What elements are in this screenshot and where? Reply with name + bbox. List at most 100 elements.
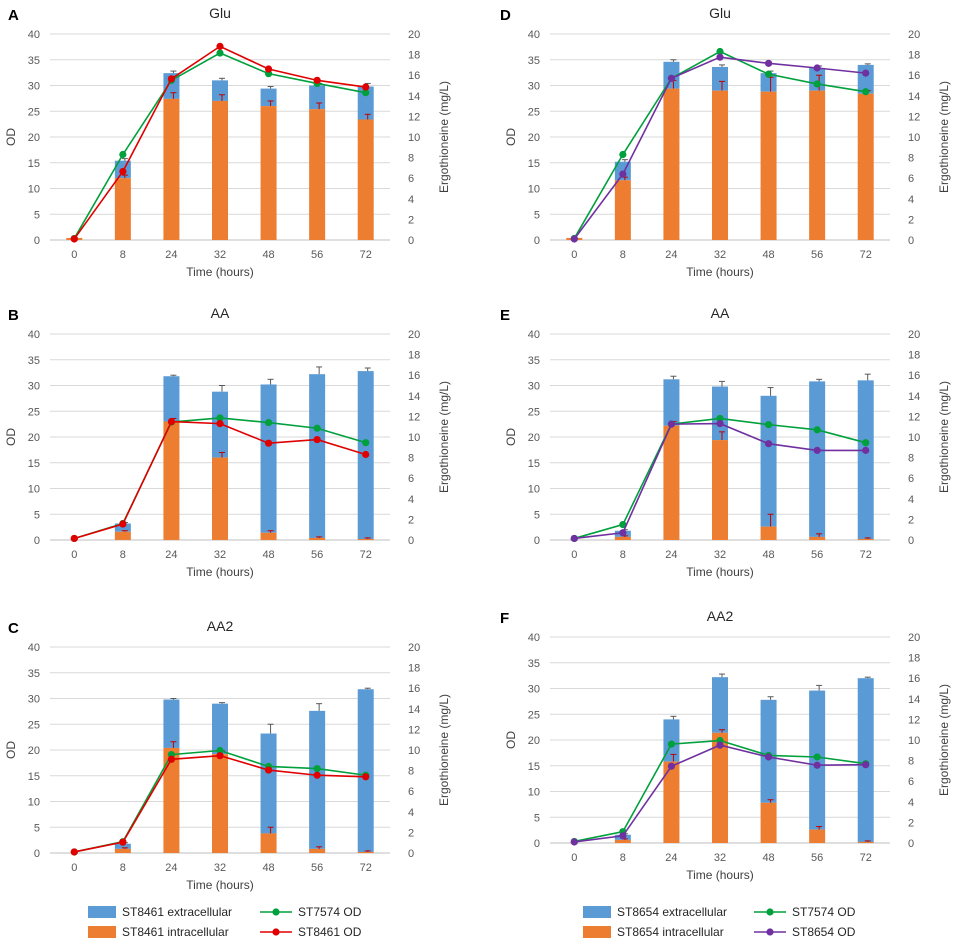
y2-tick-label: 20 bbox=[408, 329, 420, 341]
point-st7574-od bbox=[862, 439, 870, 447]
bar-extracellular bbox=[212, 703, 228, 755]
y2-tick-label: 0 bbox=[908, 535, 914, 547]
y-tick-label: 40 bbox=[28, 29, 40, 41]
y-axis-title: OD bbox=[4, 128, 18, 146]
y2-tick-label: 18 bbox=[908, 653, 920, 665]
y-tick-label: 10 bbox=[28, 797, 40, 809]
point-st7574-od bbox=[813, 753, 821, 761]
legend-label-intracellular: ST8461 intracellular bbox=[122, 925, 229, 939]
y-tick-label: 15 bbox=[28, 158, 40, 170]
bar-intracellular bbox=[712, 732, 728, 843]
y2-tick-label: 8 bbox=[908, 153, 914, 165]
x-tick-label: 8 bbox=[620, 249, 626, 261]
x-tick-label: 32 bbox=[714, 852, 726, 864]
y-tick-label: 0 bbox=[534, 838, 540, 850]
point-st7574-od bbox=[764, 421, 773, 429]
bar-intracellular bbox=[114, 531, 131, 540]
point-st8654-od bbox=[862, 69, 870, 77]
y-tick-label: 30 bbox=[28, 694, 40, 706]
y-tick-label: 15 bbox=[28, 771, 40, 783]
legend-label-st7574-od: ST7574 OD bbox=[298, 905, 362, 919]
point-st8461-od bbox=[167, 417, 176, 426]
y2-tick-label: 12 bbox=[908, 714, 920, 726]
bar-intracellular bbox=[309, 848, 326, 853]
x-tick-label: 24 bbox=[165, 549, 177, 561]
y-tick-label: 0 bbox=[534, 235, 540, 247]
bar-extracellular bbox=[357, 689, 374, 852]
point-st8654-od bbox=[813, 64, 821, 72]
y2-tick-label: 8 bbox=[908, 453, 914, 465]
point-st8461-od bbox=[167, 75, 176, 83]
x-tick-label: 32 bbox=[714, 549, 726, 561]
chart-title: AA bbox=[211, 305, 230, 321]
point-st7574-od bbox=[716, 414, 724, 423]
y2-tick-label: 4 bbox=[408, 807, 414, 819]
point-st8654-od bbox=[862, 761, 870, 769]
legend-label-st7574-od: ST7574 OD bbox=[792, 905, 856, 919]
y2-tick-label: 2 bbox=[408, 514, 414, 526]
legend-marker-st8654 bbox=[766, 928, 774, 936]
x-tick-label: 48 bbox=[762, 549, 774, 561]
x-tick-label: 48 bbox=[762, 249, 774, 261]
x-tick-label: 32 bbox=[214, 249, 226, 261]
bar-intracellular bbox=[614, 180, 631, 240]
y2-tick-label: 10 bbox=[408, 432, 420, 444]
point-st8654-od bbox=[716, 420, 724, 428]
point-st7574-od bbox=[216, 414, 224, 422]
y2-tick-label: 18 bbox=[408, 350, 420, 362]
point-st8654-od bbox=[716, 53, 724, 61]
chart-title: Glu bbox=[709, 5, 731, 21]
y2-tick-label: 14 bbox=[408, 91, 420, 103]
y-tick-label: 10 bbox=[528, 787, 540, 799]
y2-axis-title: Ergothioneine (mg/L) bbox=[437, 694, 451, 806]
x-tick-label: 56 bbox=[311, 862, 323, 874]
y2-tick-label: 20 bbox=[908, 329, 920, 341]
point-st7574-od bbox=[362, 89, 370, 97]
y-tick-label: 0 bbox=[34, 235, 40, 247]
y-tick-label: 15 bbox=[528, 761, 540, 773]
legend-marker-st8461 bbox=[272, 928, 280, 936]
x-tick-label: 0 bbox=[71, 862, 77, 874]
point-st8461-od bbox=[119, 167, 127, 176]
y2-tick-label: 0 bbox=[908, 838, 914, 850]
point-st8461-od bbox=[216, 42, 224, 50]
point-st8654-od bbox=[667, 420, 676, 428]
bar-extracellular bbox=[809, 381, 826, 537]
x-axis-title: Time (hours) bbox=[686, 265, 754, 279]
x-tick-label: 72 bbox=[360, 862, 372, 874]
y-tick-label: 0 bbox=[534, 535, 540, 547]
y-tick-label: 35 bbox=[28, 55, 40, 67]
legend-left: ST8461 extracellular ST8461 intracellula… bbox=[88, 905, 362, 939]
bar-extracellular bbox=[760, 699, 777, 803]
legend-swatch-extracellular bbox=[88, 906, 116, 918]
y2-tick-label: 14 bbox=[908, 694, 920, 706]
bar-intracellular bbox=[760, 91, 777, 241]
bar-intracellular bbox=[614, 536, 631, 540]
point-st8654-od bbox=[716, 741, 724, 749]
y2-tick-label: 2 bbox=[908, 214, 914, 226]
y2-tick-label: 14 bbox=[908, 91, 920, 103]
y2-tick-label: 18 bbox=[908, 350, 920, 362]
x-tick-label: 8 bbox=[120, 862, 126, 874]
y-tick-label: 35 bbox=[528, 355, 540, 367]
y-tick-label: 15 bbox=[528, 158, 540, 170]
x-axis-title: Time (hours) bbox=[686, 565, 754, 579]
point-st8461-od bbox=[119, 838, 127, 846]
y2-tick-label: 12 bbox=[908, 111, 920, 123]
x-tick-label: 72 bbox=[360, 549, 372, 561]
y-tick-label: 25 bbox=[528, 406, 540, 418]
y2-tick-label: 6 bbox=[408, 173, 414, 185]
y2-tick-label: 12 bbox=[408, 724, 420, 736]
y-tick-label: 35 bbox=[528, 55, 540, 67]
x-axis-title: Time (hours) bbox=[186, 265, 254, 279]
point-st7574-od bbox=[813, 426, 821, 434]
bar-intracellular bbox=[663, 761, 680, 843]
point-st7574-od bbox=[813, 80, 821, 88]
x-tick-label: 48 bbox=[762, 852, 774, 864]
point-st8654-od bbox=[667, 762, 676, 770]
point-st8654-od bbox=[764, 440, 773, 448]
y2-tick-label: 10 bbox=[408, 132, 420, 144]
y2-tick-label: 4 bbox=[908, 494, 914, 506]
point-st8654-od bbox=[862, 446, 870, 454]
y-tick-label: 25 bbox=[28, 719, 40, 731]
